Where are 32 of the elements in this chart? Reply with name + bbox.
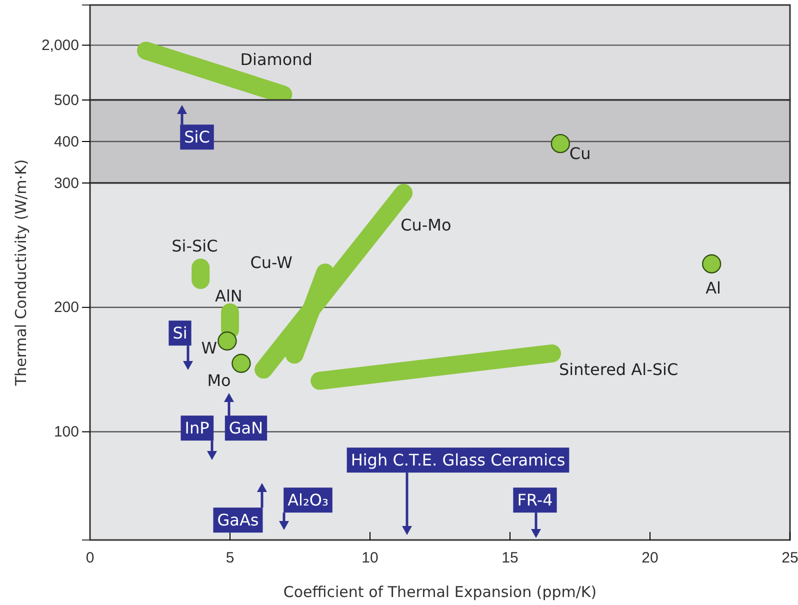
annotation: InP xyxy=(184,418,210,438)
y-tick-label: 2,000 xyxy=(41,36,79,54)
series-label: Mo xyxy=(207,370,231,390)
x-tick-label: 5 xyxy=(226,550,234,567)
x-tick-label: 10 xyxy=(362,550,378,567)
y-tick-label: 200 xyxy=(54,299,79,316)
annotation: SiC xyxy=(184,128,210,147)
series-label: Al xyxy=(706,278,721,298)
series-label: Diamond xyxy=(240,50,312,70)
x-tick-label: 20 xyxy=(642,550,658,567)
x-tick-label: 0 xyxy=(86,550,94,567)
y-tick-label: 300 xyxy=(54,174,79,192)
series-label: Cu xyxy=(569,144,591,164)
series-label: Si-SiC xyxy=(172,236,218,256)
annotation: Si xyxy=(172,324,188,343)
x-tick-label: 25 xyxy=(782,550,798,567)
series-label: W xyxy=(201,338,218,358)
x-tick-label: 15 xyxy=(502,550,518,567)
y-tick-label: 500 xyxy=(54,92,79,109)
annotation: GaAs xyxy=(217,510,259,530)
y-tick-label: 100 xyxy=(54,424,79,441)
annotation: GaN xyxy=(228,418,264,438)
y-tick-label: 400 xyxy=(54,133,79,150)
series-label: Cu-Mo xyxy=(400,216,452,235)
series-label: AlN xyxy=(215,286,242,306)
annotation: Al₂O₃ xyxy=(288,490,328,510)
series-label: Cu-W xyxy=(250,253,293,272)
series-label: Sintered Al-SiC xyxy=(559,360,678,380)
x-axis-title: Coefficient of Thermal Expansion (ppm/K) xyxy=(283,583,597,601)
annotation: High C.T.E. Glass Ceramics xyxy=(350,450,566,470)
annotation: FR-4 xyxy=(517,490,553,510)
y-axis-title: Thermal Conductivity (W/m·K) xyxy=(12,159,30,387)
